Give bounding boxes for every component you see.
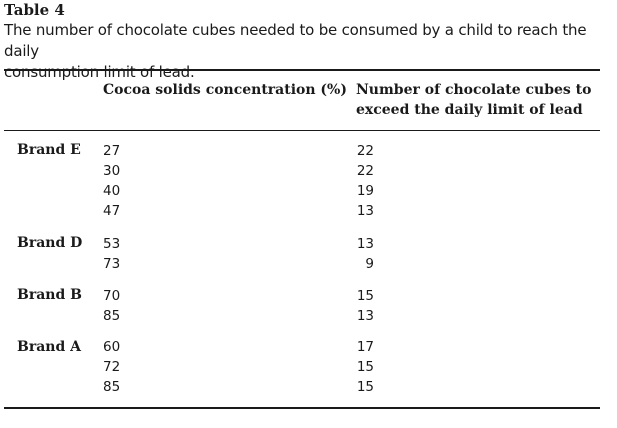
cubes-cell: 17 bbox=[356, 339, 374, 355]
cubes-cell: 22 bbox=[356, 163, 374, 179]
header-cubes-line-1: Number of chocolate cubes to bbox=[356, 82, 592, 98]
header-rule bbox=[4, 130, 600, 131]
cubes-cell: 13 bbox=[356, 308, 374, 324]
table-title-line-2: consumption limit of lead. bbox=[4, 63, 195, 81]
concentration-cell: 85 bbox=[103, 308, 121, 324]
cubes-cell: 15 bbox=[356, 288, 374, 304]
brand-label: Brand E bbox=[17, 142, 81, 158]
concentration-cell: 85 bbox=[103, 379, 121, 395]
cubes-cell: 13 bbox=[356, 236, 374, 252]
concentration-cell: 70 bbox=[103, 288, 121, 304]
table-caption: Table 4 The number of chocolate cubes ne… bbox=[4, 1, 608, 83]
brand-label: Brand A bbox=[17, 339, 81, 355]
cubes-cell: 15 bbox=[356, 359, 374, 375]
cubes-cell: 19 bbox=[356, 183, 374, 199]
table-top-rule bbox=[4, 69, 600, 71]
concentration-cell: 40 bbox=[103, 183, 121, 199]
cubes-cell: 9 bbox=[365, 256, 374, 272]
concentration-cell: 30 bbox=[103, 163, 121, 179]
brand-label: Brand B bbox=[17, 287, 82, 303]
cubes-cell: 13 bbox=[356, 203, 374, 219]
concentration-cell: 47 bbox=[103, 203, 121, 219]
cubes-cell: 15 bbox=[356, 379, 374, 395]
table-label: Table 4 bbox=[4, 1, 65, 19]
concentration-cell: 73 bbox=[103, 256, 121, 272]
concentration-cell: 72 bbox=[103, 359, 121, 375]
concentration-cell: 27 bbox=[103, 143, 121, 159]
header-concentration: Cocoa solids concentration (%) bbox=[103, 82, 347, 98]
table-title-line-1: The number of chocolate cubes needed to … bbox=[4, 21, 587, 60]
concentration-cell: 53 bbox=[103, 236, 121, 252]
header-cubes-line-2: exceed the daily limit of lead bbox=[356, 102, 583, 118]
brand-label: Brand D bbox=[17, 235, 83, 251]
concentration-cell: 60 bbox=[103, 339, 121, 355]
table-bottom-rule bbox=[4, 407, 600, 409]
cubes-cell: 22 bbox=[356, 143, 374, 159]
